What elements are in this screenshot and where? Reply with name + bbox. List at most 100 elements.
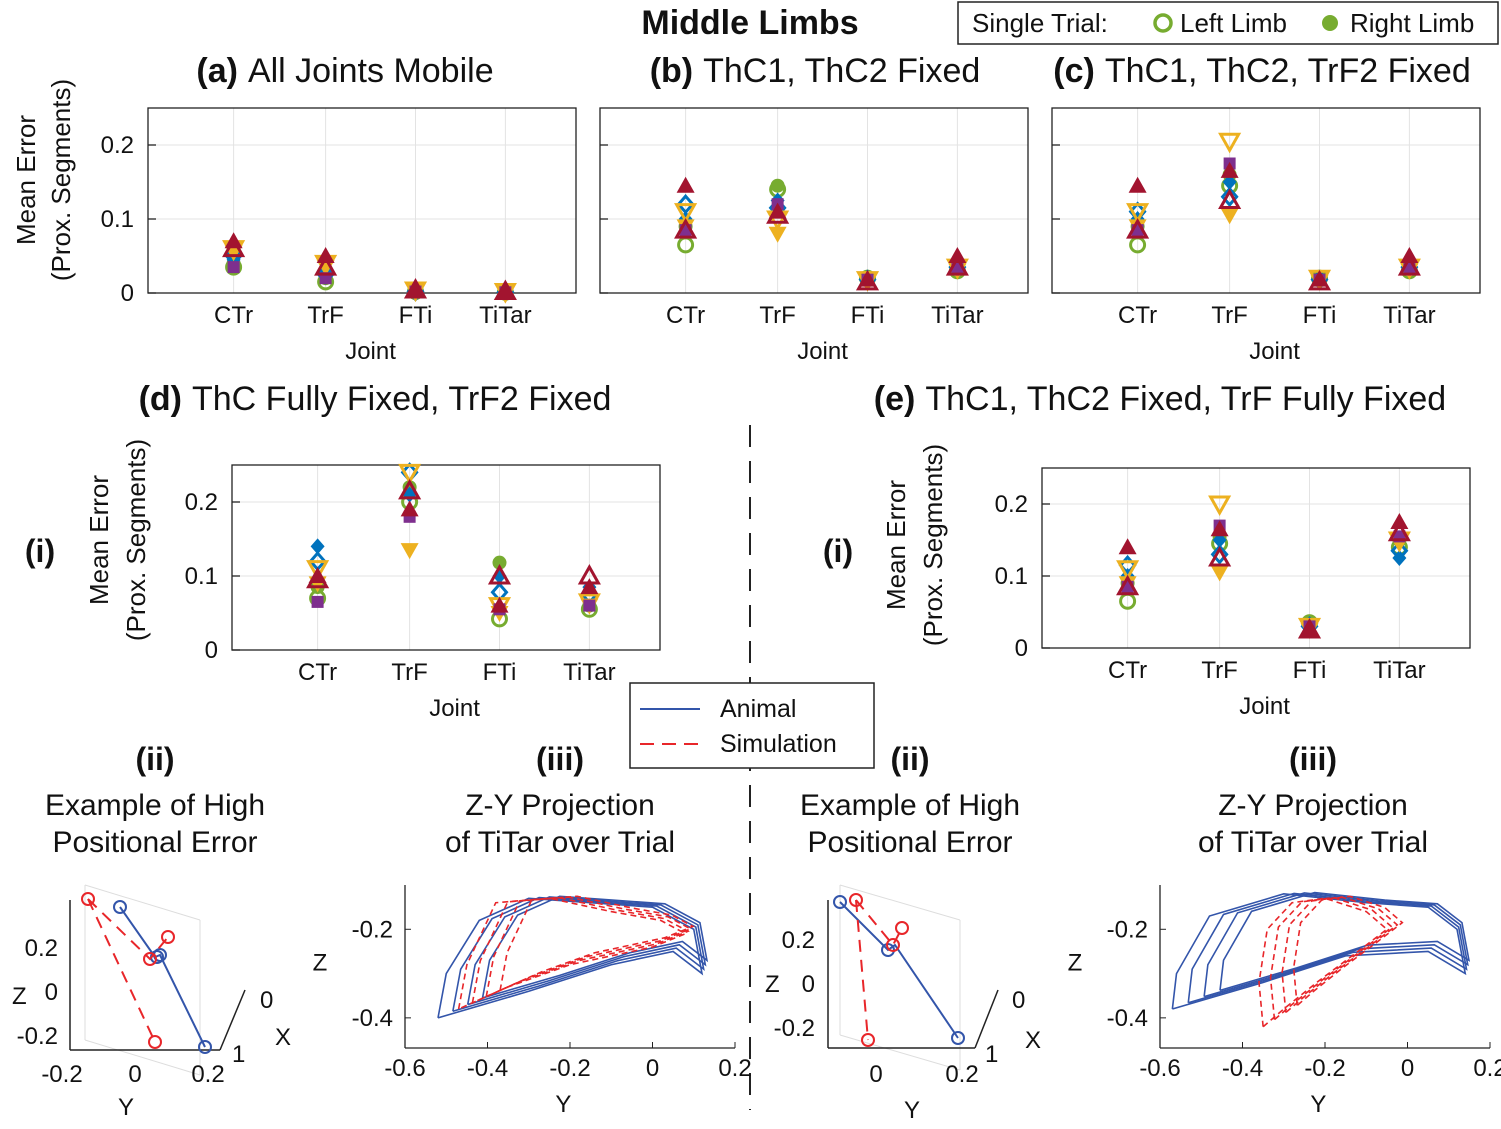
panel-e-xtick-label: FTi — [1293, 657, 1327, 684]
panel-e-title-text: ThC1, ThC2 Fixed, TrF Fully Fixed — [925, 380, 1446, 418]
panel-c-xtick-label: TrF — [1211, 302, 1247, 329]
panel-e-point — [1390, 513, 1409, 529]
d-iii-ytick-label: -0.2 — [352, 916, 393, 943]
panel-d-xtick-label: TiTar — [563, 659, 615, 686]
panel-e-point — [1210, 520, 1229, 537]
panel-d-point — [310, 538, 325, 555]
e-ii-sim-joint — [849, 893, 863, 907]
panel-a-ytick-label: 0 — [121, 280, 134, 307]
panel-a-point — [496, 282, 515, 299]
panel-e-ytick-label: 0 — [1015, 635, 1028, 662]
panel-a-title: (a) All Joints Mobile — [196, 52, 493, 90]
panel-b-point — [768, 226, 787, 243]
panel-d-point — [308, 567, 327, 583]
panel-b-point — [948, 247, 967, 263]
d-ii-xtick: 0 — [260, 987, 273, 1014]
panel-e-plot: 0 0.1 0.2 CTr TrF FTi TiTar Joint — [995, 467, 1471, 720]
panel-d-title-text: ThC Fully Fixed, TrF2 Fixed — [192, 380, 611, 418]
e-iii-animal-trace — [1203, 892, 1469, 998]
d-iii-ytick-label: -0.4 — [352, 1005, 393, 1032]
panel-d-point — [487, 563, 512, 585]
panel-e-title: (e) ThC1, ThC2 Fixed, TrF Fully Fixed — [874, 380, 1446, 418]
d-ii-animal-joint — [113, 900, 127, 914]
panel-c-point — [1126, 218, 1150, 239]
panel-a-point — [314, 255, 338, 276]
line-legend: Animal Simulation — [629, 682, 875, 769]
d-ii-xtick: 1 — [232, 1041, 245, 1068]
panel-c-xtick-label: TiTar — [1383, 302, 1435, 329]
d-iii-heading: (iii) Z-Y Projection of TiTar over Trial — [445, 741, 675, 859]
d-ii-title-2: Positional Error — [52, 826, 257, 859]
panel-b-point — [945, 255, 969, 276]
panel-a-ytick-label: 0.2 — [101, 132, 134, 159]
ylabel-e: Mean Error (Prox. Segments) — [881, 444, 948, 646]
legend-left-limb: Left Limb — [1180, 8, 1287, 38]
ylabel-a-line1: Mean Error — [11, 115, 41, 245]
d-iii-simulation-trace — [485, 896, 693, 998]
d-iii-xtick-label: -0.4 — [467, 1055, 508, 1082]
d-iii-xtick-label: 0 — [646, 1055, 659, 1082]
e-ii-ztick: 0.2 — [782, 927, 815, 954]
d-ii-label: (ii) — [135, 741, 174, 777]
panel-a-ytick-label: 0.1 — [101, 206, 134, 233]
e-ii-sim-line — [855, 899, 903, 947]
e-iii-xlabel: Y — [1310, 1091, 1326, 1118]
panel-d-point — [583, 599, 596, 612]
d-ii-sim-joint — [81, 892, 95, 906]
panel-b-xtick-label: TiTar — [931, 302, 983, 329]
charts-layer: 0 0.1 0.2 CTr TrF FTi TiTar Joint CTr TrF FTi TiTar… — [101, 107, 1501, 1118]
d-iii-animal-trace — [466, 896, 707, 1006]
e-ii-animal-line — [839, 901, 959, 1039]
panel-c-point — [1400, 247, 1419, 263]
e-iii-xtick-label: -0.6 — [1139, 1055, 1180, 1082]
panel-c-point — [1397, 255, 1421, 276]
e-ii-xtick: 1 — [985, 1041, 998, 1068]
legend-simulation: Simulation — [720, 730, 837, 758]
panel-c-point — [1222, 174, 1237, 190]
d-iii-label: (iii) — [536, 741, 584, 777]
panel-d-label: (d) — [139, 380, 182, 418]
panel-a-xtick-label: CTr — [214, 302, 253, 329]
panel-a-xtick-label: FTi — [399, 302, 433, 329]
d-ii-sim-joint — [143, 952, 157, 966]
panel-a-plot: 0 0.1 0.2 CTr TrF FTi TiTar Joint — [101, 107, 577, 365]
panel-d-point — [580, 578, 599, 595]
panel-c-point — [1220, 186, 1239, 208]
e-ii-3d-plot: 0.2 0 -0.2 Z 0 0.2 Y 0 1 X — [765, 884, 1041, 1124]
main-title: Middle Limbs — [641, 4, 858, 42]
d-iii-xtick-label: -0.2 — [549, 1055, 590, 1082]
d-ii-ztick: 0.2 — [25, 935, 58, 962]
d-ii-ztick: 0 — [45, 979, 58, 1006]
ylabel-d: Mean Error (Prox. Segments) — [84, 439, 151, 641]
ylabel-d-line1: Mean Error — [84, 475, 114, 605]
d-ii-ytick: -0.2 — [41, 1061, 82, 1088]
panel-c-point — [1220, 161, 1239, 178]
panel-d-point — [306, 560, 330, 581]
panel-b-title-text: ThC1, ThC2 Fixed — [703, 52, 980, 90]
panel-a-point — [406, 280, 425, 297]
line-legend-box — [629, 682, 875, 769]
panel-c-axes-box — [1051, 107, 1481, 294]
panel-d-axes-box — [231, 464, 661, 651]
panel-b-xlabel: Joint — [797, 338, 848, 365]
e-ii-sim-joint — [895, 921, 909, 935]
d-ii-sim-line — [87, 898, 169, 961]
marker-legend-box — [957, 1, 1499, 45]
panel-a-xlabel: Joint — [345, 338, 396, 365]
d-iii-xlabel: Y — [555, 1091, 571, 1118]
d-ii-animal-line — [119, 906, 206, 1048]
e-iii-animal-trace — [1171, 893, 1467, 1010]
d-ii-title-1: Example of High — [45, 789, 265, 822]
panel-e-point — [1300, 621, 1319, 637]
panel-c-point — [1218, 132, 1242, 154]
panel-a-point — [227, 261, 240, 274]
d-ii-animal-joint — [198, 1040, 212, 1054]
d-ii-ztick: -0.2 — [17, 1023, 58, 1050]
panel-d-xtick-label: TrF — [391, 659, 427, 686]
panel-e-point — [1387, 520, 1411, 542]
panel-e-point — [1210, 544, 1229, 565]
panel-e-point — [1208, 545, 1232, 567]
e-iii-simulation-trace — [1258, 897, 1389, 1028]
panel-c-xtick-label: FTi — [1303, 302, 1337, 329]
e-ii-ytick: 0 — [869, 1061, 882, 1088]
